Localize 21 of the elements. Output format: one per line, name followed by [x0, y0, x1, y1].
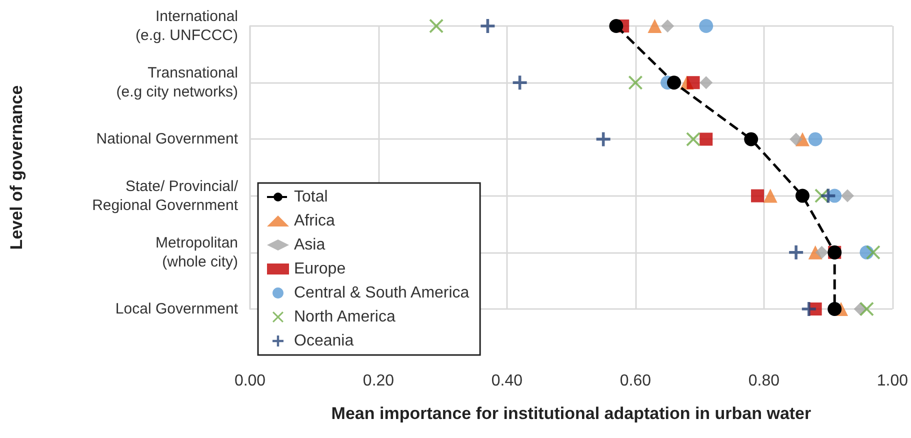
x-tick-label: 1.00	[876, 372, 908, 390]
x-axis-title: Mean importance for institutional adaptation in urban water	[331, 404, 812, 423]
y-tick-label: National Government	[96, 130, 239, 148]
legend-label: North America	[294, 308, 396, 326]
x-tick-label: 0.20	[362, 372, 394, 390]
legend-label: Asia	[294, 236, 326, 254]
legend-label: Africa	[294, 212, 335, 230]
legend-label: Europe	[294, 260, 346, 278]
legend-label: Central & South America	[294, 284, 470, 302]
y-tick-label: International (e.g. UNFCCC)	[135, 8, 238, 44]
y-tick-label: Metropolitan (whole city)	[155, 234, 238, 270]
legend-label: Total	[294, 188, 328, 206]
x-tick-label: 0.80	[748, 372, 780, 390]
y-tick-label: Local Government	[115, 300, 239, 318]
x-tick-label: 0.00	[234, 372, 266, 390]
y-tick-label: State/ Provincial/ Regional Government	[92, 178, 239, 214]
x-tick-label: 0.40	[491, 372, 523, 390]
legend-label: Oceania	[294, 332, 354, 350]
y-tick-label: Transnational (e.g city networks)	[116, 64, 238, 101]
x-tick-label: 0.60	[620, 372, 652, 390]
y-axis-title: Level of governance	[7, 85, 26, 250]
